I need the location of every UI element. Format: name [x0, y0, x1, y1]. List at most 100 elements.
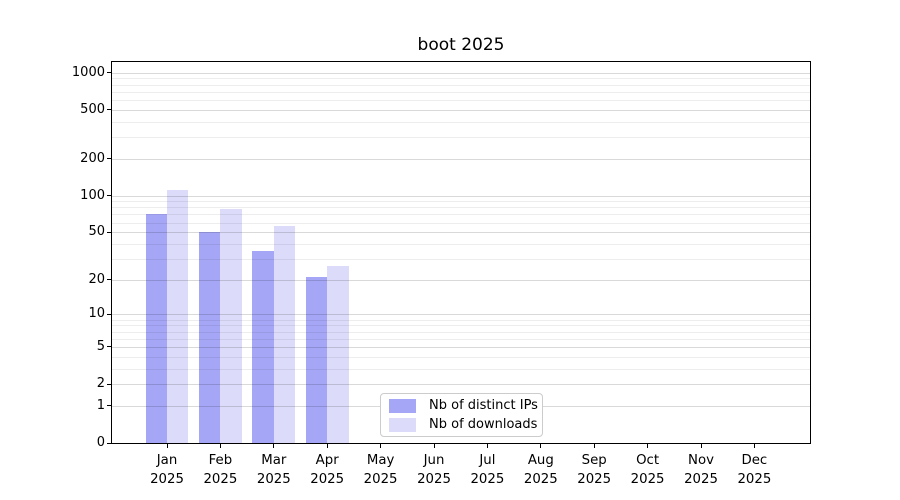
- legend-item-downloads: Nb of downloads: [389, 417, 537, 432]
- x-tick-mark: [433, 444, 435, 448]
- x-tick-label: Aug 2025: [509, 452, 573, 489]
- y-tick-label: 1000: [71, 64, 105, 80]
- x-tick-label-month: Sep: [581, 453, 607, 468]
- x-tick-label-year: 2025: [684, 471, 718, 487]
- chart-title: boot 2025: [417, 35, 505, 55]
- gridline-minor: [112, 368, 810, 370]
- gridline-minor: [112, 258, 810, 260]
- y-tick-mark: [107, 442, 111, 444]
- x-tick-label-year: 2025: [523, 471, 558, 487]
- x-tick-label-month: Nov: [688, 453, 714, 468]
- x-tick-mark: [700, 444, 702, 448]
- x-tick-label: Jul 2025: [455, 452, 519, 489]
- gridline-major: [112, 232, 810, 234]
- x-tick-label-month: Mar: [261, 453, 287, 468]
- gridline-major: [112, 109, 810, 111]
- y-tick-mark: [107, 405, 111, 407]
- x-tick-label-month: Dec: [741, 453, 768, 468]
- legend-swatch-distinct-ips: [389, 398, 416, 413]
- bar-distinct-ips-apr: [305, 277, 328, 443]
- gridline-minor: [112, 84, 810, 86]
- x-tick-mark: [219, 444, 221, 448]
- x-tick-mark: [273, 444, 275, 448]
- gridline-minor: [112, 356, 810, 358]
- x-tick-label: Jun 2025: [402, 452, 466, 489]
- y-tick-mark: [107, 195, 111, 197]
- x-tick-label-month: Oct: [636, 453, 660, 468]
- x-tick-label: May 2025: [349, 452, 413, 489]
- y-tick-label: 50: [88, 224, 105, 240]
- x-tick-label-year: 2025: [363, 471, 398, 487]
- y-tick-label: 2: [96, 376, 105, 392]
- x-tick-label: Dec 2025: [722, 452, 786, 489]
- y-tick-label: 10: [88, 306, 105, 322]
- x-tick-label-month: Jul: [479, 453, 496, 468]
- bar-downloads-feb: [220, 208, 242, 443]
- bar-downloads-mar: [273, 226, 296, 443]
- y-tick-mark: [107, 231, 111, 233]
- legend-item-distinct-ips: Nb of distinct IPs: [389, 398, 538, 413]
- x-tick-mark: [753, 444, 755, 448]
- gridline-minor: [112, 91, 810, 93]
- y-tick-mark: [107, 346, 111, 348]
- y-tick-label: 100: [80, 187, 105, 203]
- x-tick-mark: [326, 444, 328, 448]
- x-tick-mark: [593, 444, 595, 448]
- gridline-major: [112, 346, 810, 348]
- gridline-minor: [112, 319, 810, 321]
- gridline-minor: [112, 201, 810, 203]
- x-tick-label-month: Aug: [527, 453, 554, 468]
- y-tick-label: 1: [96, 397, 105, 413]
- x-tick-label-month: Jan: [156, 453, 178, 468]
- y-tick-label: 0: [96, 435, 105, 450]
- x-tick-mark: [647, 444, 649, 448]
- x-tick-label-month: May: [366, 453, 395, 468]
- y-tick-label: 20: [88, 271, 105, 287]
- gridline-minor: [112, 78, 810, 80]
- x-tick-label: Feb 2025: [188, 452, 252, 489]
- y-tick-mark: [107, 383, 111, 385]
- x-tick-label: Apr 2025: [295, 452, 359, 489]
- gridline-minor: [112, 207, 810, 209]
- gridline-major: [112, 158, 810, 160]
- x-tick-mark: [486, 444, 488, 448]
- y-tick-mark: [107, 313, 111, 315]
- bar-downloads-apr: [327, 266, 349, 443]
- x-tick-label-year: 2025: [417, 471, 451, 487]
- legend-swatch-downloads: [389, 417, 416, 432]
- x-tick-label-year: 2025: [470, 471, 505, 487]
- x-tick-label-month: Jun: [423, 453, 445, 468]
- x-tick-label-month: Feb: [208, 453, 233, 468]
- x-tick-mark: [166, 444, 168, 448]
- x-tick-label: Mar 2025: [242, 452, 306, 489]
- gridline-minor: [112, 121, 810, 123]
- plot-area: [112, 62, 810, 443]
- x-tick-label: Jan 2025: [135, 452, 199, 489]
- x-tick-label: Nov 2025: [669, 452, 733, 489]
- x-tick-label-month: Apr: [315, 453, 339, 468]
- gridline-minor: [112, 222, 810, 224]
- legend: Nb of distinct IPs Nb of downloads: [380, 393, 543, 437]
- bar-downloads-jan: [167, 190, 189, 443]
- gridline-minor: [112, 338, 810, 340]
- gridline-minor: [112, 99, 810, 101]
- gridline-minor: [112, 137, 810, 139]
- x-tick-label: Sep 2025: [562, 452, 626, 489]
- y-tick-mark: [107, 72, 111, 74]
- y-tick-mark: [107, 109, 111, 111]
- x-tick-mark: [380, 444, 382, 448]
- gridline-major: [112, 72, 810, 74]
- x-tick-mark: [540, 444, 542, 448]
- x-tick-label: Oct 2025: [616, 452, 680, 489]
- gridline-major: [112, 279, 810, 281]
- bar-distinct-ips-mar: [252, 250, 274, 443]
- x-tick-label-year: 2025: [630, 471, 665, 487]
- x-tick-label-year: 2025: [150, 471, 184, 487]
- x-tick-label-year: 2025: [203, 471, 238, 487]
- bar-distinct-ips-jan: [145, 214, 167, 443]
- y-tick-label: 200: [80, 150, 105, 166]
- x-tick-label-year: 2025: [737, 471, 772, 487]
- gridline-major: [112, 314, 810, 316]
- gridline-minor: [112, 331, 810, 333]
- gridline-minor: [112, 325, 810, 327]
